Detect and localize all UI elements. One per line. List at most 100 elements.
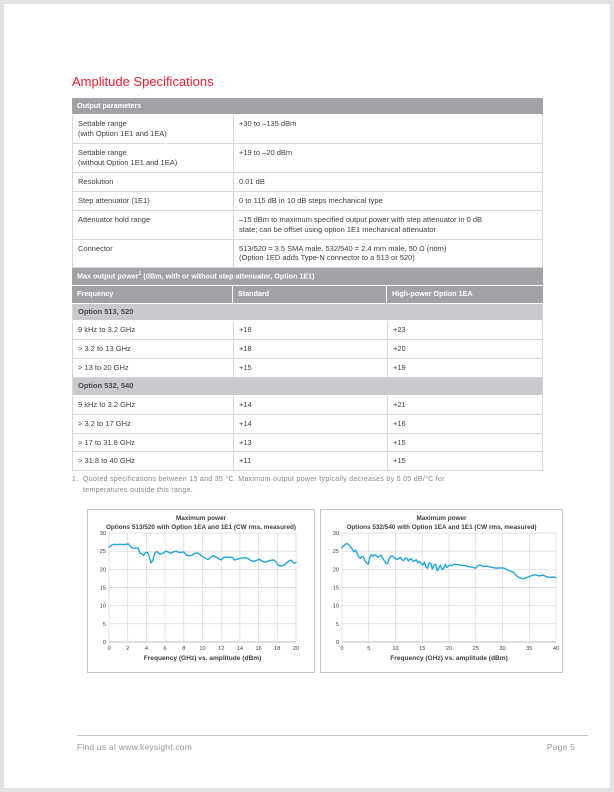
spec-value: 513/520 = 3.5 SMA male, 532/540 = 2.4 mm… [239, 243, 447, 263]
max-power-series-line [108, 543, 297, 568]
high-power-cell: +20 [393, 344, 406, 354]
standard-cell: +18 [234, 321, 388, 340]
x-tick-label: 14 [237, 646, 243, 652]
footnote-marker: 1. [72, 476, 79, 484]
x-tick-label: 20 [293, 646, 299, 652]
spec-row: Step attenuator (1E1) 0 to 115 dB in 10 d… [72, 191, 543, 211]
x-tick-label: 25 [473, 646, 479, 652]
y-tick-label: 10 [100, 604, 106, 610]
frequency-cell: > 3.2 to 13 GHz [73, 340, 234, 359]
x-tick-label: 12 [218, 646, 224, 652]
footnote-text: Quoted specifications between 15 and 35 … [83, 476, 445, 494]
standard-cell: +18 [234, 340, 388, 359]
spec-param: Connector [73, 239, 234, 268]
max-power-chart-2: Maximum power Options 532/540 with Option… [320, 509, 563, 674]
x-tick-label: 5 [367, 646, 370, 652]
power-row: 9 kHz to 3.2 GHz +18 +23 [72, 321, 543, 341]
column-header-high-power: High-power Option 1EA [392, 289, 473, 299]
page-content: Amplitude Specifications Output paramete… [72, 74, 563, 674]
spec-value: 0 to 115 dB in 10 dB steps mechanical ty… [239, 195, 383, 205]
chart-title: Maximum power [416, 515, 467, 522]
frequency-cell: > 3.2 to 17 GHz [73, 414, 234, 433]
spec-param: Settable range (without Option 1E1 and 1… [73, 144, 234, 172]
max-output-power-header-rest: (dBm, with or without step attenuator, O… [141, 271, 315, 281]
spec-param: Step attenuator (1E1) [73, 191, 234, 210]
y-tick-label: 20 [333, 568, 339, 574]
spec-value: 0.01 dB [239, 176, 265, 186]
y-tick-label: 0 [103, 640, 106, 646]
page-title: Amplitude Specifications [72, 74, 214, 89]
power-row: > 3.2 to 17 GHz +14 +16 [72, 414, 543, 434]
option-section-label: Option 532, 540 [72, 377, 543, 396]
x-tick-label: 0 [340, 646, 343, 652]
y-tick-label: 30 [333, 531, 339, 537]
spec-row: Settable range (with Option 1E1 and 1EA)… [72, 115, 543, 145]
max-power-series-line [341, 543, 557, 580]
x-tick-label: 0 [107, 646, 110, 652]
footer-page-number: Page 5 [546, 742, 575, 752]
x-tick-label: 16 [255, 646, 261, 652]
column-header-frequency: Frequency [72, 286, 233, 303]
y-tick-label: 10 [333, 604, 339, 610]
max-power-chart-1: Maximum power Options 513/520 with Option… [87, 509, 315, 674]
frequency-cell: > 13 to 20 GHz [73, 359, 234, 377]
column-header-standard: Standard [233, 286, 387, 303]
standard-cell: +13 [234, 433, 388, 452]
x-tick-label: 30 [499, 646, 505, 652]
y-tick-label: 25 [333, 549, 339, 555]
high-power-cell: +15 [393, 437, 406, 447]
max-output-power-rows: Option 513, 520 9 kHz to 3.2 GHz +18 +23 > 3… [72, 303, 543, 472]
y-tick-label: 5 [103, 622, 106, 628]
x-tick-label: 35 [526, 646, 532, 652]
spec-value: –15 dBm to maximum specified output powe… [239, 214, 483, 234]
option-section-label: Option 513, 520 [72, 303, 543, 322]
spec-row: Settable range (without Option 1E1 and 1… [72, 144, 543, 173]
page-footer: Find us at www.keysight.com Page 5 [77, 735, 588, 752]
output-parameters-header: Output parameters [72, 98, 543, 116]
chart-subtitle: Options 513/520 with Option 1EA and 1E1 … [106, 524, 296, 531]
max-output-power-table: Max output power1 (dBm, with or without … [72, 268, 543, 472]
y-tick-label: 15 [333, 586, 339, 592]
spec-value: +30 to –135 dBm [239, 119, 297, 129]
power-row: > 3.2 to 13 GHz +18 +20 [72, 340, 543, 360]
power-row: 9 kHz to 3.2 GHz +14 +21 [72, 395, 543, 415]
column-header-row: Frequency Standard High-power Option 1EA [72, 286, 543, 304]
high-power-cell: +21 [393, 399, 406, 409]
footer-website-link[interactable]: Find us at www.keysight.com [77, 742, 192, 752]
x-tick-label: 10 [199, 646, 205, 652]
spec-row: Connector 513/520 = 3.5 SMA male, 532/540… [72, 239, 543, 269]
power-row: > 13 to 20 GHz +15 +19 [72, 359, 543, 378]
standard-cell: +14 [234, 414, 388, 433]
y-tick-label: 15 [100, 586, 106, 592]
spec-row: Resolution 0.01 dB [72, 172, 543, 192]
power-row: > 31.8 to 40 GHz +11 +15 [72, 452, 543, 472]
chart-subtitle: Options 532/540 with Option 1EA and 1E1 … [346, 524, 536, 531]
power-row: > 17 to 31.8 GHz +13 +15 [72, 433, 543, 453]
x-tick-label: 6 [164, 646, 167, 652]
frequency-cell: > 31.8 to 40 GHz [73, 452, 234, 471]
high-power-cell: +15 [393, 456, 406, 466]
max-output-power-header-text: Max output power [77, 271, 139, 281]
charts-row: Maximum power Options 513/520 with Option… [87, 509, 563, 674]
x-tick-label: 40 [553, 646, 559, 652]
x-tick-label: 8 [182, 646, 185, 652]
x-tick-label: 20 [446, 646, 452, 652]
standard-cell: +15 [234, 359, 388, 377]
x-axis-label: Frequency (GHz) vs. amplitude (dBm) [144, 655, 262, 662]
y-tick-label: 25 [100, 549, 106, 555]
x-tick-label: 4 [145, 646, 148, 652]
spec-row: Attenuator hold range –15 dBm to maximum … [72, 210, 543, 240]
y-tick-label: 20 [100, 568, 106, 574]
spec-param: Attenuator hold range [73, 210, 234, 239]
high-power-cell: +19 [393, 363, 406, 373]
standard-cell: +14 [234, 395, 388, 414]
datasheet-page: Amplitude Specifications Output paramete… [4, 4, 610, 788]
x-tick-label: 10 [392, 646, 398, 652]
frequency-cell: 9 kHz to 3.2 GHz [73, 321, 234, 340]
x-tick-label: 18 [274, 646, 280, 652]
y-tick-label: 30 [100, 531, 106, 537]
max-power-chart-svg-1: Maximum power Options 513/520 with Option… [100, 515, 299, 662]
max-output-power-header: Max output power1 (dBm, with or without … [72, 268, 543, 287]
high-power-cell: +16 [393, 418, 406, 428]
frequency-cell: 9 kHz to 3.2 GHz [73, 395, 234, 414]
